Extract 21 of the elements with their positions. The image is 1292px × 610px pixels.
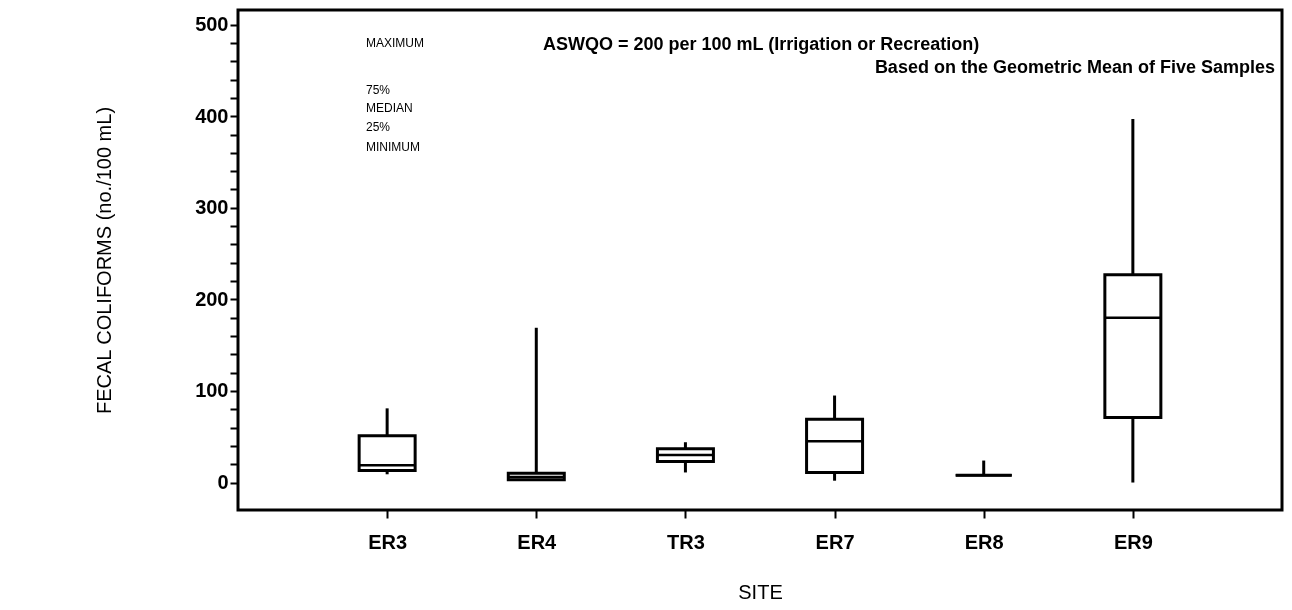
annotation: 25% bbox=[366, 120, 391, 134]
x-tick-label: ER9 bbox=[1113, 530, 1153, 553]
annotation: MAXIMUM bbox=[366, 36, 424, 50]
y-tick-label: 0 bbox=[217, 471, 229, 494]
x-tick-label: ER7 bbox=[815, 530, 855, 553]
annotation: ASWQO = 200 per 100 mL (Irrigation or Recreation) bbox=[543, 34, 980, 54]
y-tick-label: 300 bbox=[195, 196, 229, 219]
annotation: Based on the Geometric Mean of Five Samples bbox=[874, 57, 1275, 77]
x-axis-title: SITE bbox=[738, 580, 783, 603]
x-tick-label: ER3 bbox=[368, 530, 408, 553]
annotation: MINIMUM bbox=[366, 140, 420, 154]
y-tick-label: 400 bbox=[195, 104, 229, 127]
x-tick-label: ER4 bbox=[517, 530, 558, 553]
annotation: MEDIAN bbox=[366, 101, 413, 115]
x-tick-label: TR3 bbox=[667, 530, 705, 553]
y-tick-label: 100 bbox=[195, 379, 229, 402]
annotation: 75% bbox=[366, 83, 391, 97]
y-axis-title: FECAL COLIFORMS (no./100 mL) bbox=[93, 106, 116, 415]
y-tick-label: 200 bbox=[195, 287, 229, 310]
y-tick-label: 500 bbox=[195, 13, 229, 36]
x-tick-label: ER8 bbox=[964, 530, 1004, 553]
